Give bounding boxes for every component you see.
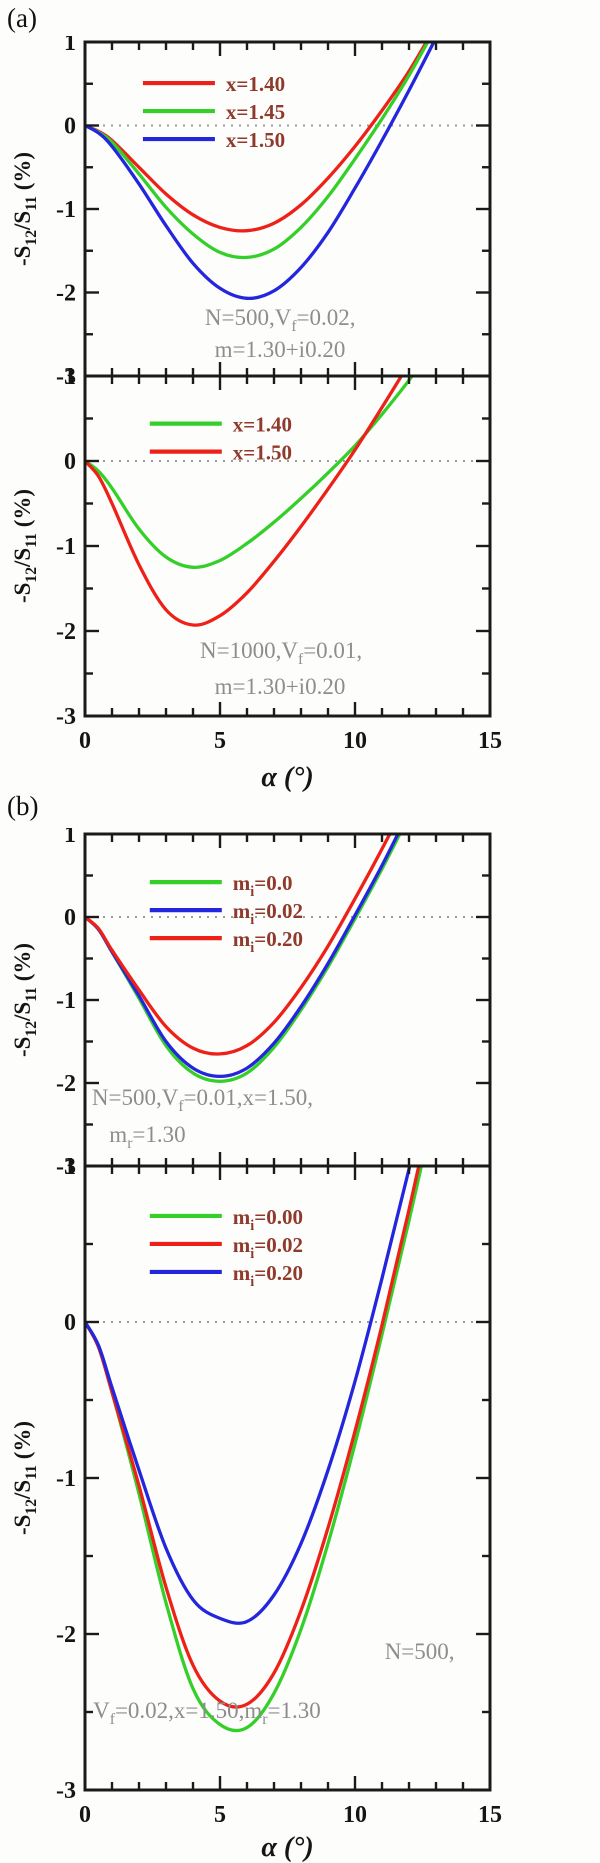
legend-label: x=1.50 (226, 128, 285, 152)
y-tick-label: -2 (56, 619, 76, 645)
y-tick-label: 1 (64, 828, 76, 848)
legend-label: mi=0.02 (233, 899, 303, 928)
legend-label: mi=0.02 (233, 1233, 303, 1262)
y-tick-label: 0 (64, 449, 76, 475)
annotation: N=500, (385, 1639, 455, 1664)
y-tick-label: 0 (64, 114, 76, 140)
y-tick-label: 1 (64, 1154, 76, 1180)
y-tick-label: 1 (64, 364, 76, 390)
series-line-mi-0.20 (86, 1167, 412, 1625)
x-tick-label: 10 (343, 1802, 367, 1828)
x-tick-label: 15 (478, 728, 502, 754)
panel-a-charts: 10-1-2-3-S12/S11 (%)x=1.40x=1.45x=1.50N=… (10, 36, 502, 792)
x-axis-label: α (°) (261, 762, 313, 792)
series-line-x-1.40 (86, 43, 428, 233)
legend-label: mi=0.20 (233, 1261, 303, 1290)
series-line-x-1.45 (86, 43, 429, 260)
y-axis-label: -S12/S11 (%) (10, 1421, 40, 1535)
y-tick-label: -3 (56, 364, 76, 390)
annotation: Vf=0.02,x=1.50,mr=1.30 (93, 1698, 321, 1728)
y-tick-label: 0 (64, 905, 76, 931)
series-group (86, 835, 401, 1083)
y-tick-label: -1 (56, 534, 76, 560)
y-tick-label: -1 (56, 1466, 76, 1492)
x-tick-label: 5 (214, 1802, 226, 1828)
y-tick-label: 0 (64, 1310, 76, 1336)
y-tick-label: -3 (56, 1154, 76, 1180)
axis-ticks (83, 832, 492, 1168)
y-axis-label: -S12/S11 (%) (10, 489, 40, 603)
x-axis-label: α (°) (261, 1832, 313, 1863)
y-tick-label: -1 (56, 197, 76, 223)
panel-b-charts: 10-1-2-3-S12/S11 (%)mi=0.0mi=0.02mi=0.20… (10, 828, 502, 1863)
series-line-mi-0.02 (86, 835, 399, 1079)
annotation: mr=1.30 (109, 1122, 185, 1152)
series-group (86, 1167, 423, 1733)
y-tick-label: -3 (56, 1778, 76, 1804)
series-line-mi-0.00 (86, 1167, 423, 1733)
annotation: m=1.30+i0.20 (215, 674, 346, 699)
series-group (86, 43, 435, 300)
series-group (86, 377, 414, 627)
panel-b-label: (b) (7, 791, 39, 821)
series-line-x-1.50 (86, 377, 403, 627)
y-tick-label: -3 (56, 704, 76, 730)
series-line-mi-0.20 (86, 835, 391, 1056)
y-tick-label: 1 (64, 36, 76, 56)
x-tick-label: 0 (79, 728, 91, 754)
x-tick-label: 15 (478, 1802, 502, 1828)
annotation: N=500,Vf=0.02, (205, 305, 356, 335)
y-tick-label: -2 (56, 1622, 76, 1648)
legend-label: mi=0.20 (233, 927, 303, 956)
y-axis-label: -S12/S11 (%) (10, 152, 40, 266)
series-line-mi-0.02 (86, 1167, 421, 1709)
legend-label: mi=0.0 (233, 871, 293, 900)
x-tick-label: 5 (214, 728, 226, 754)
legend-label: x=1.40 (226, 72, 285, 96)
axis-ticks (83, 374, 492, 718)
annotation: N=1000,Vf=0.01, (200, 638, 362, 668)
y-tick-label: -2 (56, 281, 76, 307)
y-tick-label: -1 (56, 988, 76, 1014)
series-line-x-1.40 (86, 377, 414, 569)
y-tick-label: -2 (56, 1071, 76, 1097)
legend-label: mi=0.00 (233, 1205, 303, 1234)
legend-label: x=1.50 (233, 441, 292, 465)
legend-label: x=1.45 (226, 100, 285, 124)
panel-a-label: (a) (7, 3, 37, 33)
annotation: N=500,Vf=0.01,x=1.50, (92, 1085, 313, 1115)
axis-ticks (83, 1164, 492, 1792)
x-tick-label: 0 (79, 1802, 91, 1828)
x-tick-label: 10 (343, 728, 367, 754)
legend-label: x=1.40 (233, 413, 292, 437)
plot-frame (83, 1164, 492, 1792)
series-line-x-1.50 (86, 43, 435, 300)
plot-frame (83, 374, 492, 718)
y-axis-label: -S12/S11 (%) (10, 943, 40, 1057)
annotation: m=1.30+i0.20 (215, 337, 346, 362)
series-line-mi-0.0 (86, 835, 401, 1083)
